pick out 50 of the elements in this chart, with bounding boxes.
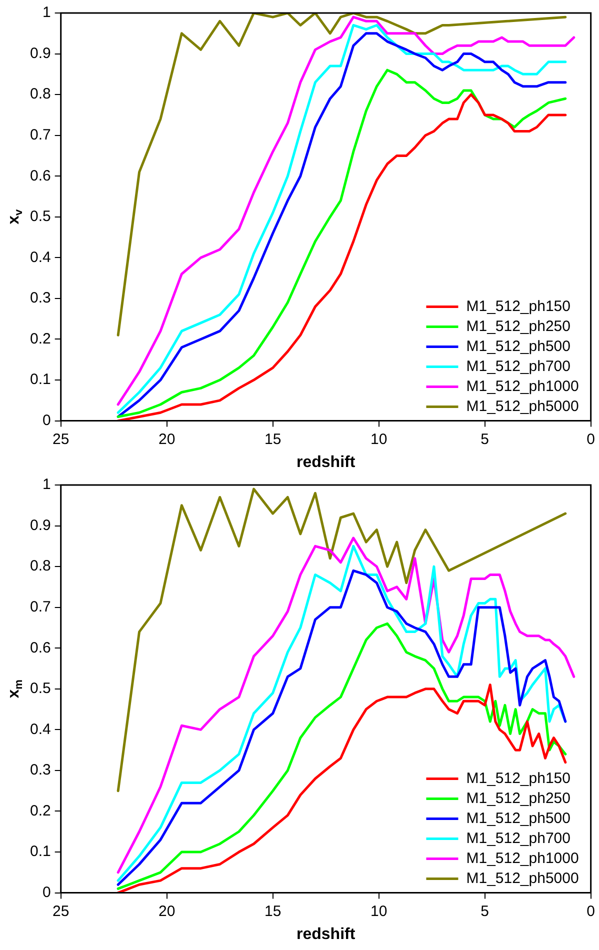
legend-label: M1_512_ph500 — [466, 338, 570, 355]
x-tick-label: 15 — [264, 902, 282, 920]
x-tick-label: 25 — [52, 430, 70, 448]
y-tick-label: 0.9 — [30, 516, 51, 534]
y-tick-label: 0.1 — [30, 843, 51, 860]
y-tick-label: 0.6 — [30, 639, 51, 656]
x-axis-title: redshift — [296, 454, 356, 471]
y-tick-label: 0.4 — [30, 720, 51, 738]
y-tick-label: 0.2 — [30, 802, 51, 820]
legend-label: M1_512_ph500 — [466, 810, 570, 827]
x-tick-label: 5 — [480, 902, 490, 920]
y-tick-label: 0 — [42, 884, 51, 901]
legend-label: M1_512_ph700 — [466, 830, 570, 847]
legend-label: M1_512_ph1000 — [466, 850, 579, 867]
x-tick-label: 5 — [480, 430, 490, 448]
legend-label: M1_512_ph700 — [466, 358, 570, 375]
legend-label: M1_512_ph5000 — [466, 870, 579, 887]
x-tick-label: 15 — [264, 430, 282, 448]
y-tick-label: 0.7 — [30, 126, 51, 144]
x-tick-label: 10 — [370, 902, 388, 920]
y-tick-label: 0.1 — [30, 371, 51, 388]
legend-label: M1_512_ph250 — [466, 790, 570, 807]
y-tick-label: 0.8 — [30, 86, 51, 103]
x-tick-label: 0 — [586, 902, 595, 920]
y-tick-label: 0.3 — [30, 762, 51, 779]
legend-label: M1_512_ph250 — [466, 318, 570, 335]
y-tick-label: 0.7 — [30, 598, 51, 616]
y-axis-title: xv — [5, 208, 26, 224]
x-tick-label: 20 — [158, 430, 176, 448]
x-tick-label: 0 — [586, 430, 595, 448]
y-tick-label: 1 — [42, 4, 51, 22]
x-tick-label: 10 — [370, 430, 388, 448]
y-tick-label: 0.5 — [30, 680, 51, 698]
legend-label: M1_512_ph1000 — [466, 378, 579, 395]
x-axis-title: redshift — [296, 926, 356, 943]
y-tick-label: 0.4 — [30, 248, 51, 266]
legend-label: M1_512_ph150 — [466, 770, 570, 787]
y-tick-label: 0.9 — [30, 44, 51, 62]
x-tick-label: 20 — [158, 902, 176, 920]
y-tick-label: 0 — [42, 412, 51, 429]
y-tick-label: 0.5 — [30, 208, 51, 226]
x-tick-label: 25 — [52, 902, 70, 920]
legend-label: M1_512_ph150 — [466, 298, 570, 315]
y-axis-title: xm — [5, 679, 26, 698]
y-tick-label: 0.2 — [30, 330, 51, 348]
y-tick-label: 0.6 — [30, 167, 51, 184]
y-tick-label: 0.3 — [30, 290, 51, 307]
y-tick-label: 0.8 — [30, 558, 51, 575]
y-tick-label: 1 — [42, 476, 51, 494]
legend-label: M1_512_ph5000 — [466, 398, 579, 415]
